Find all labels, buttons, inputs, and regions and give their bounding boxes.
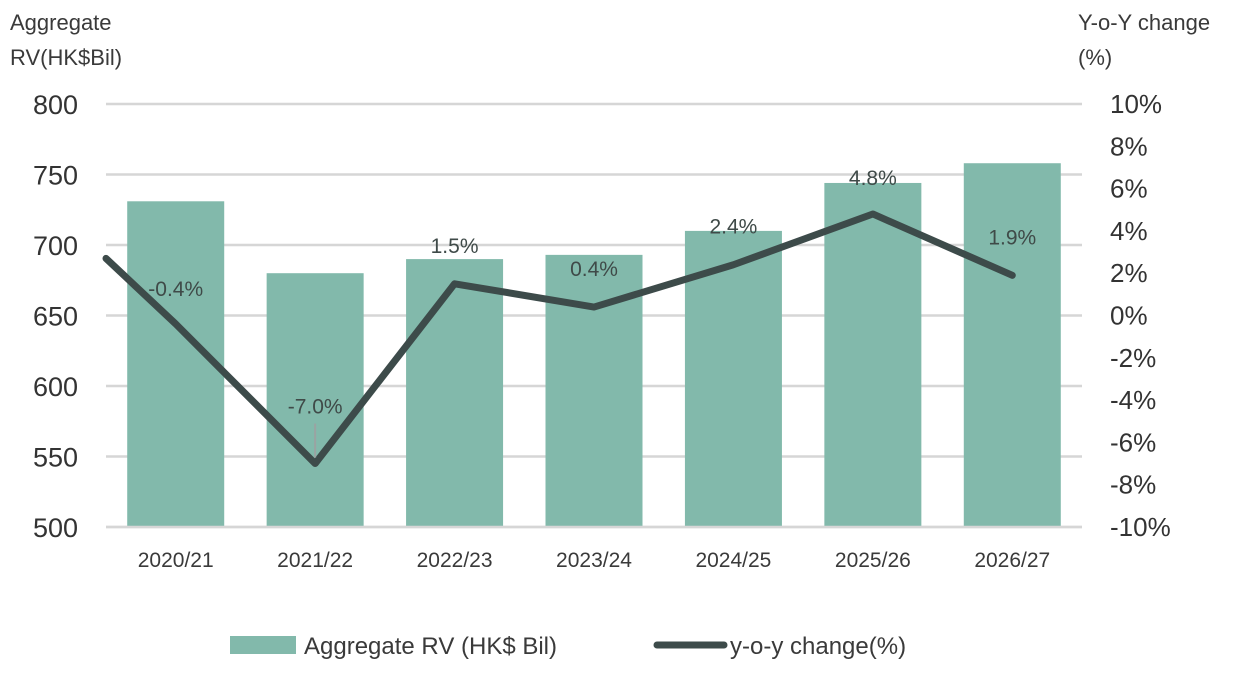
data-label: 1.5%	[431, 235, 479, 258]
data-label: -0.4%	[148, 278, 203, 301]
x-tick-label: 2020/21	[138, 549, 214, 572]
data-label: 0.4%	[570, 258, 618, 281]
data-labels: -0.4% -7.0% 1.5% 0.4% 2.4% 4.8% 1.9%	[148, 167, 1036, 458]
right-tick-label: 6%	[1110, 174, 1148, 204]
left-axis-title-line1: Aggregate	[10, 10, 112, 35]
right-tick-label: -4%	[1110, 385, 1156, 415]
left-tick-label: 500	[33, 513, 78, 543]
x-tick-label: 2026/27	[974, 549, 1050, 572]
bar	[824, 182, 922, 527]
x-tick-label: 2023/24	[556, 549, 632, 572]
x-tick-label: 2022/23	[417, 549, 493, 572]
right-tick-label: 2%	[1110, 258, 1148, 288]
right-tick-label: 4%	[1110, 216, 1148, 246]
right-tick-label: -8%	[1110, 470, 1156, 500]
right-tick-label: 10%	[1110, 89, 1162, 119]
x-tick-label: 2025/26	[835, 549, 911, 572]
left-axis-title-line2: RV(HK$Bil)	[10, 45, 122, 70]
left-tick-label: 600	[33, 372, 78, 402]
right-tick-label: -10%	[1110, 512, 1171, 542]
left-tick-label: 800	[33, 90, 78, 120]
right-tick-label: 8%	[1110, 131, 1148, 161]
left-tick-label: 650	[33, 302, 78, 332]
legend-swatch-bar	[230, 636, 296, 654]
left-axis-ticks: 800 750 700 650 600 550 500	[33, 90, 78, 543]
data-label: 1.9%	[988, 226, 1036, 249]
x-axis-ticks: 2020/21 2021/22 2022/23 2023/24 2024/25 2025/…	[138, 549, 1050, 572]
data-label: 4.8%	[849, 167, 897, 190]
line-series	[102, 210, 1016, 468]
bar	[266, 273, 364, 527]
legend: Aggregate RV (HK$ Bil) y-o-y change(%)	[230, 633, 906, 660]
bar	[127, 201, 225, 528]
right-tick-label: -6%	[1110, 427, 1156, 457]
data-label: 2.4%	[709, 216, 757, 239]
left-tick-label: 700	[33, 231, 78, 261]
bar	[406, 259, 504, 527]
right-axis-title-line1: Y-o-Y change	[1078, 10, 1210, 35]
line-path	[102, 210, 1016, 468]
right-tick-label: -2%	[1110, 343, 1156, 373]
legend-label-bar: Aggregate RV (HK$ Bil)	[304, 633, 557, 660]
legend-label-line: y-o-y change(%)	[730, 633, 906, 660]
bar-series	[106, 163, 1082, 529]
right-tick-label: 0%	[1110, 301, 1148, 331]
x-tick-label: 2024/25	[695, 549, 771, 572]
data-label: -7.0%	[288, 396, 343, 419]
left-tick-label: 550	[33, 443, 78, 473]
left-tick-label: 750	[33, 161, 78, 191]
right-axis-ticks: 10% 8% 6% 4% 2% 0% -2% -4% -6% -8% -10%	[1110, 89, 1171, 542]
bar	[684, 230, 782, 527]
x-tick-label: 2021/22	[277, 549, 353, 572]
right-axis-title-line2: (%)	[1078, 45, 1112, 70]
bar	[963, 163, 1061, 527]
